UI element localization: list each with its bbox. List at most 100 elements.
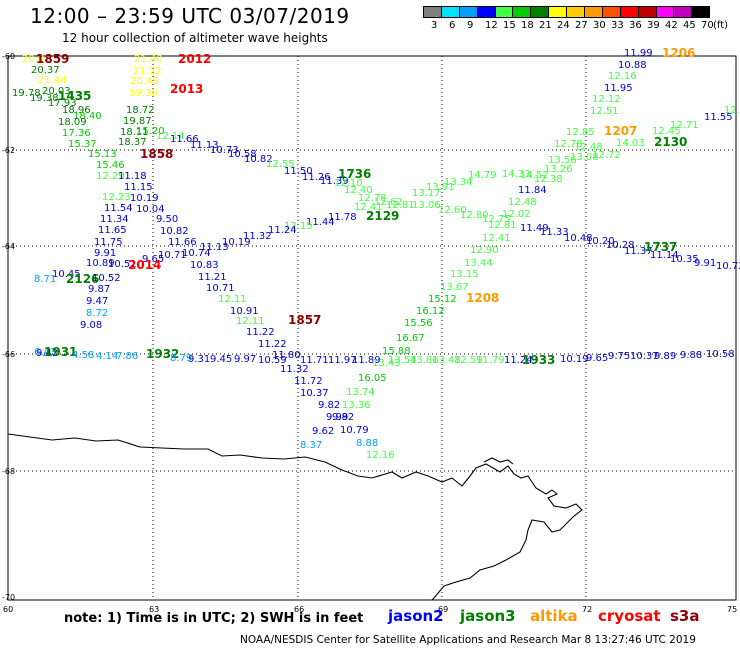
wave-height-label: 13.26 [544, 164, 573, 175]
wave-height-label: 8.88 [356, 438, 378, 449]
wave-height-label: 9.42 [36, 348, 58, 359]
pass-time-label: 1206 [662, 46, 695, 60]
wave-height-label: 11.72 [294, 376, 323, 387]
wave-height-label: 11.37 [624, 246, 653, 257]
pass-time-label: 1931 [44, 345, 77, 359]
wave-height-label: 11.18 [118, 171, 147, 182]
wave-height-label: 11.32 [243, 231, 272, 242]
wave-height-label: 12.72 [592, 150, 621, 161]
wave-height-label: 13.67 [440, 282, 469, 293]
wave-height-label: 9.08 [80, 320, 102, 331]
antarctic-coastline [7, 433, 583, 601]
wave-height-label: 12.16 [366, 450, 395, 461]
wave-height-label: 12.75 [482, 214, 511, 225]
wave-height-label: 20.37 [31, 65, 60, 76]
wave-height-label: 11.44 [306, 217, 335, 228]
wave-height-label: 12.51 [590, 106, 619, 117]
wave-height-label: 11.65 [98, 225, 127, 236]
wave-height-label: 10.19 [130, 193, 159, 204]
wave-height-label: 8.72 [86, 308, 108, 319]
wave-height-label: 15.37 [68, 139, 97, 150]
wave-height-label: 13.17 [412, 188, 441, 199]
wave-height-label: 11.50 [284, 166, 313, 177]
wave-height-label: 13.91 [426, 182, 455, 193]
color-scale-bar [423, 6, 711, 18]
wave-height-label: 12.48 [574, 142, 603, 153]
wave-height-label: 12.10 [334, 178, 363, 189]
wave-height-label: 9.91 [694, 258, 716, 269]
wave-height-label: 9.88 [680, 350, 702, 361]
legend-cryosat: cryosat [598, 607, 661, 625]
legend-jason2: jason2 [388, 607, 444, 625]
legend-altika: altika [530, 607, 578, 625]
wave-height-label: 9.82 [332, 412, 354, 423]
wave-height-label: 18.11 [120, 127, 149, 138]
wave-height-label: 16.12 [416, 306, 445, 317]
pass-time-label: 1737 [644, 240, 677, 254]
wave-height-label: 20.03 [42, 86, 71, 97]
wave-height-label: 11.24 [504, 355, 533, 366]
wave-height-label: 12.40 [344, 185, 373, 196]
wave-height-label: 15.88 [382, 346, 411, 357]
wave-height-label: 13.15 [450, 269, 479, 280]
color-scale-labels: 3 6 9 12 15 18 21 24 27 30 33 36 39 42 45 70 (ft) [423, 20, 740, 32]
wave-height-label: 16.05 [358, 373, 387, 384]
wave-height-label: 18.72 [126, 105, 155, 116]
wave-height-label: 15.12 [428, 294, 457, 305]
wave-height-label: 8.37 [300, 440, 322, 451]
wave-height-label: 10.37 [300, 388, 329, 399]
longitude-label: 75 [727, 605, 737, 614]
wave-height-label: 12.15 [284, 221, 313, 232]
wave-height-label: 10.74 [182, 248, 211, 259]
wave-height-label: 16.67 [396, 333, 425, 344]
credit-line: NOAA/NESDIS Center for Satellite Applica… [240, 634, 696, 646]
wave-height-label: 9.65 [142, 254, 164, 265]
wave-height-label: 9.50 [156, 214, 178, 225]
wave-height-label: 10.88 [618, 60, 647, 71]
footer-note: note: 1) Time is in UTC; 2) SWH is in fe… [64, 611, 364, 626]
wave-height-label: 11.21 [198, 272, 227, 283]
scale-label-6: 6 [449, 20, 456, 31]
wave-height-label: 11.13 [190, 140, 219, 151]
wave-height-label: 11.39 [320, 176, 349, 187]
wave-height-label: 12.80 [460, 210, 489, 221]
pass-time-label: 2014 [128, 258, 161, 272]
scale-label-70: 70 [701, 20, 714, 31]
wave-height-label: 12.29 [96, 171, 125, 182]
scale-label-12: 12 [485, 20, 498, 31]
wave-height-label: 11.13 [200, 242, 229, 253]
wave-height-label: 13.48 [432, 355, 461, 366]
wave-height-label: 10.79 [340, 425, 369, 436]
wave-height-label: 10.48 [564, 233, 593, 244]
wave-height-label: 9.97 [234, 354, 256, 365]
pass-time-label: 1736 [338, 167, 371, 181]
wave-height-label: 12.16 [608, 71, 637, 82]
wave-height-label: 17.36 [62, 128, 91, 139]
scale-unit: (ft) [713, 20, 729, 31]
wave-height-label: 18.09 [58, 117, 87, 128]
axis-labels: -60 -62 -64 -66 -68 -70 60 63 66 69 72 75 [2, 52, 737, 614]
wave-height-label: 11.89 [352, 355, 381, 366]
pass-time-label: 2126 [66, 272, 99, 286]
wave-height-label: 12.81 [488, 220, 517, 231]
wave-height-label: 10.35 [670, 254, 699, 265]
wave-height-label: 11.14 [650, 250, 679, 261]
wave-height-label: 12.23 [102, 192, 131, 203]
pass-time-label: 2012 [178, 52, 211, 66]
wave-height-label: 13.34 [444, 177, 473, 188]
wave-height-label: 11.84 [518, 185, 547, 196]
wave-height-label: 9.65 [586, 353, 608, 364]
wave-height-label: 11.66 [168, 237, 197, 248]
wave-height-label: 4.14 [96, 351, 118, 362]
longitude-label: 69 [438, 605, 448, 614]
scale-label-9: 9 [467, 20, 474, 31]
wave-height-label: 10.89 [86, 258, 115, 269]
wave-height-label: 9.89 [654, 351, 676, 362]
wave-height-label: 12.71 [670, 120, 699, 131]
scale-label-42: 42 [665, 20, 678, 31]
wave-height-label: 9.99 [326, 412, 348, 423]
scale-label-18: 18 [521, 20, 534, 31]
wave-height-label: 15.20 [136, 126, 165, 137]
wave-height-label: 12.12 [592, 94, 621, 105]
scale-label-30: 30 [593, 20, 606, 31]
